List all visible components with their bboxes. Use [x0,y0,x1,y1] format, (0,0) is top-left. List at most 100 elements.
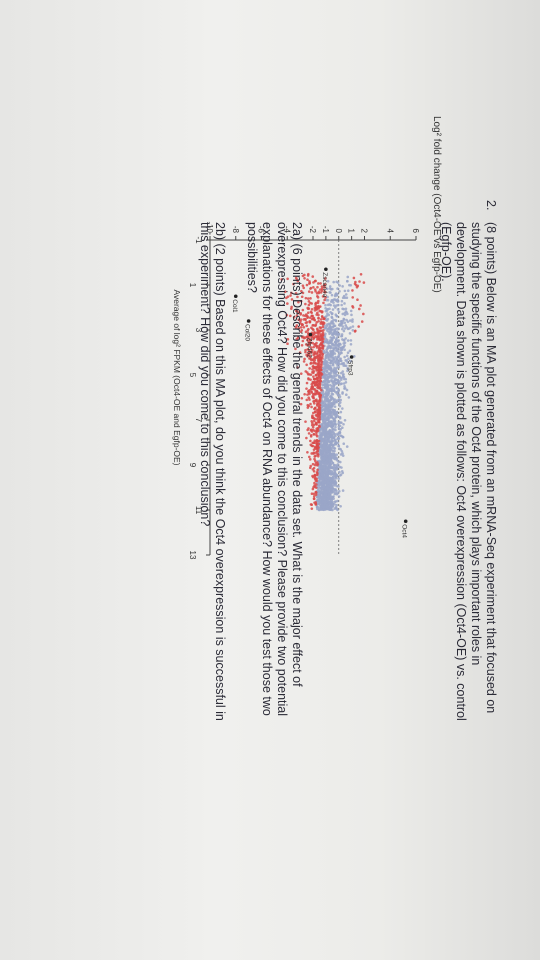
significant-point [312,451,316,454]
nonsignificant-point [328,383,332,387]
nonsignificant-point [332,468,336,472]
y-tick-label: 0 [334,229,343,234]
nonsignificant-point [318,485,321,489]
nonsignificant-point [328,471,331,474]
y-tick-label: 2 [360,229,369,234]
significant-point [300,295,304,299]
nonsignificant-point [321,451,324,454]
significant-point [311,275,315,278]
significant-point [317,290,321,294]
nonsignificant-point [334,377,337,381]
nonsignificant-point [330,465,334,469]
nonsignificant-point [342,317,346,321]
nonsignificant-point [326,298,330,302]
nonsignificant-point [332,304,336,307]
significant-point [292,316,296,319]
nonsignificant-point [339,428,342,431]
significant-point [298,351,302,354]
significant-point [309,439,312,443]
nonsignificant-point [341,373,345,377]
nonsignificant-point [338,363,341,366]
nonsignificant-point [340,371,343,375]
annotated-point [233,294,238,299]
significant-point [351,296,355,299]
nonsignificant-point [347,327,351,330]
nonsignificant-point [327,352,330,355]
significant-point [315,356,318,360]
nonsignificant-point [346,339,350,342]
nonsignificant-point [340,327,344,331]
nonsignificant-point [328,287,332,290]
significant-point [360,320,364,323]
nonsignificant-point [317,489,321,492]
nonsignificant-point [351,320,354,323]
nonsignificant-point [351,328,355,332]
nonsignificant-point [333,447,337,450]
nonsignificant-point [337,388,340,392]
nonsignificant-point [331,342,334,346]
nonsignificant-point [345,318,348,322]
nonsignificant-point [338,284,341,287]
nonsignificant-point [336,308,340,311]
nonsignificant-point [336,358,339,362]
nonsignificant-point [323,449,326,453]
significant-point [322,301,325,305]
significant-point [306,372,310,376]
significant-point [304,350,307,354]
significant-point [314,279,317,283]
significant-point [307,303,311,307]
nonsignificant-point [334,338,338,341]
nonsignificant-point [346,279,349,283]
significant-point [322,337,325,341]
nonsignificant-point [322,469,325,473]
significant-point [294,292,298,295]
significant-point [317,373,320,376]
significant-point [311,368,314,371]
nonsignificant-point [321,490,324,494]
significant-point [314,365,317,369]
nonsignificant-point [325,472,329,475]
nonsignificant-point [344,307,348,311]
significant-point [312,423,316,427]
significant-point [299,319,302,323]
nonsignificant-point [322,444,325,448]
nonsignificant-point [323,379,326,383]
significant-point [296,295,299,299]
significant-point [305,381,309,385]
nonsignificant-point [340,322,344,325]
nonsignificant-point [335,370,339,373]
significant-point [314,490,318,494]
nonsignificant-point [329,331,332,334]
significant-point [300,289,303,293]
nonsignificant-point [327,494,331,497]
nonsignificant-point [340,334,343,338]
significant-point [301,339,305,343]
nonsignificant-point [322,494,326,497]
nonsignificant-point [332,332,336,335]
nonsignificant-point [319,445,323,449]
significant-point [306,311,310,315]
significant-point [321,357,324,360]
nonsignificant-point [343,321,347,325]
significant-point [280,278,283,281]
nonsignificant-point [340,466,343,469]
nonsignificant-point [323,398,327,402]
significant-point [309,503,313,506]
nonsignificant-point [330,425,333,428]
significant-point [310,307,314,311]
significant-point [311,365,315,368]
nonsignificant-point [346,369,349,373]
significant-point [314,323,318,327]
significant-point [299,326,303,329]
significant-point [302,314,305,317]
nonsignificant-point [329,361,332,365]
nonsignificant-point [334,368,338,371]
nonsignificant-point [335,314,339,318]
significant-point [317,442,321,446]
significant-point [308,351,312,354]
nonsignificant-point [336,303,340,307]
nonsignificant-point [332,384,336,387]
significant-point [311,327,314,331]
significant-point [313,407,317,410]
significant-point [318,417,321,421]
